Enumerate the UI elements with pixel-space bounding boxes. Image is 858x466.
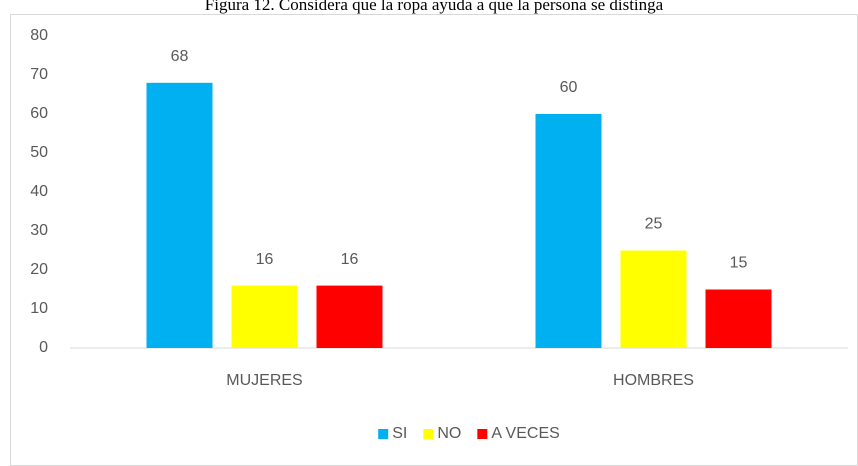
value-label: 15 [730, 255, 748, 272]
legend-label: SI [392, 425, 407, 442]
legend-swatch [477, 429, 488, 439]
legend-label: A VECES [491, 425, 559, 442]
y-tick-label: 50 [30, 144, 48, 161]
chart-title: Figura 12. Considera que la ropa ayuda a… [205, 0, 664, 14]
value-label: 16 [341, 251, 359, 268]
value-label: 60 [560, 79, 578, 96]
y-tick-label: 70 [30, 66, 48, 83]
y-tick-label: 0 [39, 339, 48, 356]
legend-swatch [378, 429, 389, 439]
bar [231, 285, 298, 348]
legend-swatch [423, 429, 434, 439]
y-tick-label: 60 [30, 105, 48, 122]
y-tick-label: 30 [30, 222, 48, 239]
x-tick-label: HOMBRES [613, 372, 694, 389]
value-label: 68 [171, 48, 189, 65]
y-tick-label: 80 [30, 27, 48, 44]
y-tick-label: 20 [30, 261, 48, 278]
bar [705, 289, 772, 348]
bar [316, 285, 383, 348]
bar [535, 114, 602, 348]
y-tick-label: 10 [30, 300, 48, 317]
y-tick-label: 40 [30, 183, 48, 200]
bar [146, 82, 213, 349]
value-label: 16 [256, 251, 274, 268]
chart-frame [10, 14, 858, 466]
bar [620, 250, 687, 348]
value-label: 25 [645, 216, 663, 233]
legend-label: NO [437, 425, 461, 442]
x-tick-label: MUJERES [226, 372, 302, 389]
